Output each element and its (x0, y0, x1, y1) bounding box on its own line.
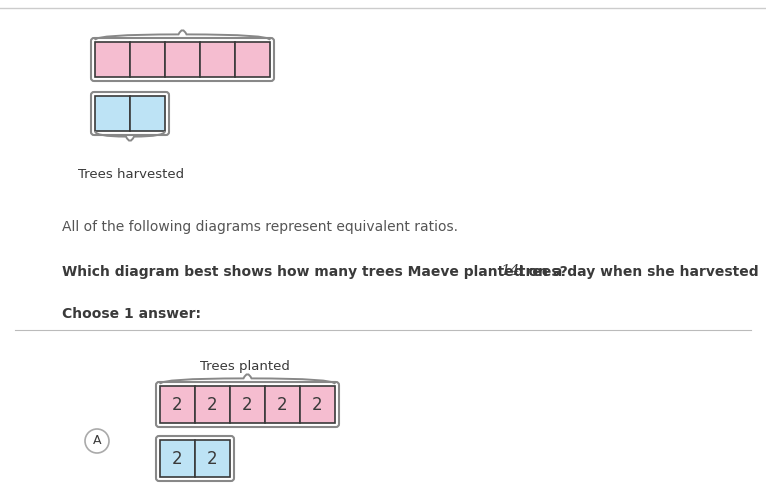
Bar (195, 386, 230, 423)
Bar (200, 42, 235, 77)
Bar (300, 386, 335, 423)
Text: 2: 2 (207, 450, 218, 468)
Text: 2: 2 (172, 450, 183, 468)
Circle shape (85, 429, 109, 453)
Text: Trees harvested: Trees harvested (78, 168, 184, 181)
Bar (165, 42, 200, 77)
Text: 2: 2 (172, 396, 183, 413)
Text: Choose 1 answer:: Choose 1 answer: (62, 307, 201, 321)
Bar (195, 440, 230, 477)
Text: trees?: trees? (515, 265, 568, 279)
Bar (95, 42, 130, 77)
Text: Which diagram best shows how many trees Maeve planted on a day when she harveste: Which diagram best shows how many trees … (62, 265, 764, 279)
Text: 2: 2 (313, 396, 322, 413)
Text: 2: 2 (242, 396, 253, 413)
Bar (265, 386, 300, 423)
Bar (160, 440, 195, 477)
Bar (230, 386, 265, 423)
Bar (130, 42, 165, 77)
Bar (130, 96, 165, 131)
Bar (95, 96, 130, 131)
Text: 2: 2 (207, 396, 218, 413)
Text: All of the following diagrams represent equivalent ratios.: All of the following diagrams represent … (62, 220, 458, 234)
Bar (160, 386, 195, 423)
Bar (235, 42, 270, 77)
Text: A: A (93, 435, 101, 448)
Text: Trees planted: Trees planted (200, 360, 290, 373)
Text: 2: 2 (277, 396, 288, 413)
Text: 14: 14 (500, 264, 520, 278)
